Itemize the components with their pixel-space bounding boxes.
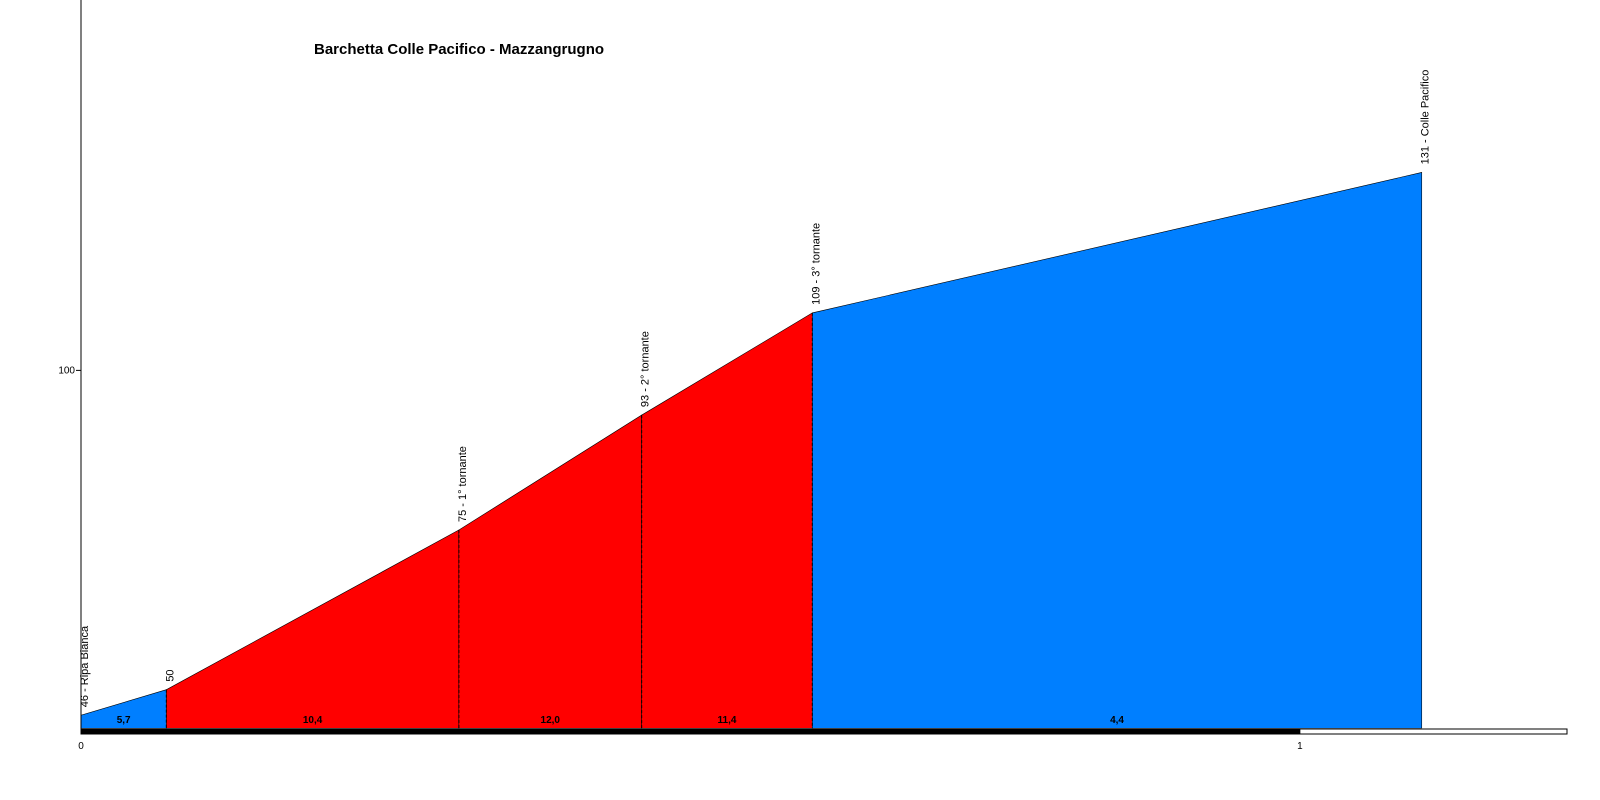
point-label: 93 - 2° tornante [640,331,652,407]
profile-segment-fill [166,531,459,728]
gradient-label: 11,4 [718,715,737,726]
point-label: 109 - 3° tornante [810,223,822,305]
point-label: 50 [164,669,176,681]
gradient-label: 10,4 [303,715,323,726]
profile-segment-fill [459,416,642,728]
x-tick-label: 0 [78,741,84,752]
point-label: 46 - Ripa Bianca [79,625,91,707]
point-label: 131 - Colle Pacifico [1420,70,1432,165]
chart-title: Barchetta Colle Pacifico - Mazzangrugno [314,41,604,58]
km-bar [80,728,1301,735]
km-bar [1299,728,1568,735]
profile-segment-fill [812,173,1422,729]
profile-segment-fill [642,313,812,728]
gradient-label: 5,7 [117,715,131,726]
gradient-label: 4,4 [1110,715,1124,726]
x-tick-label: 1 [1297,741,1303,752]
y-tick-label: 100 [58,365,75,376]
profile-segment-fill [81,690,166,728]
gradient-label: 12,0 [541,715,561,726]
point-label: 75 - 1° tornante [457,446,469,522]
